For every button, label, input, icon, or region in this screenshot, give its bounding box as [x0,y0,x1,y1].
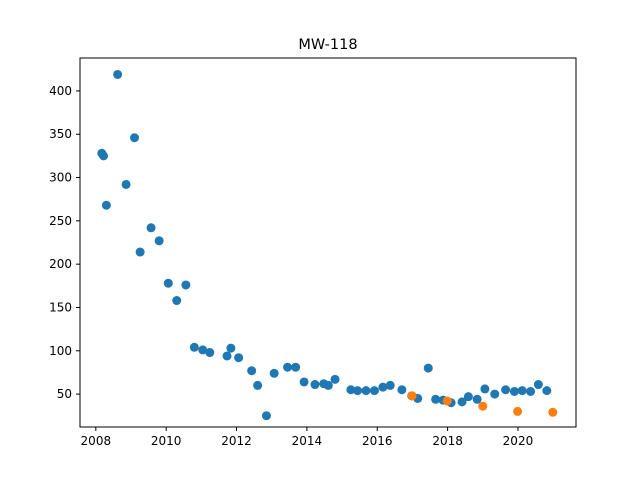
data-point-blue [99,151,109,161]
data-point-orange [442,396,452,406]
data-point-blue [501,385,511,395]
data-point-blue [330,374,340,384]
x-tick-label: 2012 [221,434,252,448]
data-point-blue [146,223,156,233]
chart-title: MW-118 [298,37,357,53]
data-point-blue [226,343,236,353]
x-tick-label: 2020 [503,434,534,448]
data-point-blue [361,386,371,396]
data-point-blue [247,366,257,376]
data-point-blue [172,296,182,306]
data-point-blue [353,386,363,396]
x-tick-label: 2018 [432,434,463,448]
data-point-blue [542,386,552,396]
y-tick-label: 150 [49,300,72,314]
x-tick-label: 2014 [292,434,323,448]
data-point-blue [121,179,131,189]
x-tick-label: 2008 [81,434,112,448]
data-point-blue [261,411,271,421]
data-point-blue [101,200,111,210]
data-point-blue [346,385,356,395]
x-tick-label: 2010 [151,434,182,448]
data-point-blue [299,377,309,387]
data-point-blue [130,133,140,143]
data-point-blue [397,385,407,395]
data-point-blue [533,380,543,390]
data-points [97,69,558,421]
data-point-blue [163,278,173,288]
x-tick-label: 2016 [362,434,393,448]
data-point-blue [509,386,519,396]
axis-ticks: 2008 2010 2012 2014 2016 2018 2020 50 100 150 200 2… [49,84,533,448]
data-point-blue [423,363,433,373]
y-tick-label: 250 [49,214,72,228]
data-point-blue [378,382,388,392]
data-point-blue [222,351,232,361]
data-point-blue [291,362,301,372]
data-point-blue [517,386,527,396]
data-point-blue [198,345,208,355]
data-point-blue [234,353,244,363]
data-point-blue [310,380,320,390]
y-tick-label: 50 [57,387,72,401]
data-point-blue [472,394,482,404]
y-tick-label: 350 [49,127,72,141]
data-point-blue [526,386,536,396]
data-point-blue [189,342,199,352]
plot-frame [79,57,577,428]
data-point-blue [457,397,467,407]
y-tick-label: 200 [49,257,72,271]
data-point-blue [369,386,379,396]
data-point-blue [253,380,263,390]
y-tick-label: 100 [49,344,72,358]
data-point-blue [135,247,145,257]
data-point-blue [385,380,395,390]
data-point-orange [548,407,558,417]
data-point-orange [407,391,417,401]
data-point-blue [323,380,333,390]
data-point-blue [154,236,164,246]
data-point-blue [205,348,215,358]
data-point-blue [269,368,279,378]
data-point-blue [181,280,191,290]
data-point-blue [283,362,293,372]
data-point-blue [113,69,123,79]
y-tick-label: 400 [49,84,72,98]
y-tick-label: 300 [49,171,72,185]
data-point-blue [463,392,473,402]
data-point-orange [478,401,488,411]
data-point-blue [480,384,490,394]
data-point-blue [431,394,441,404]
data-point-blue [490,389,500,399]
data-point-orange [513,406,523,416]
